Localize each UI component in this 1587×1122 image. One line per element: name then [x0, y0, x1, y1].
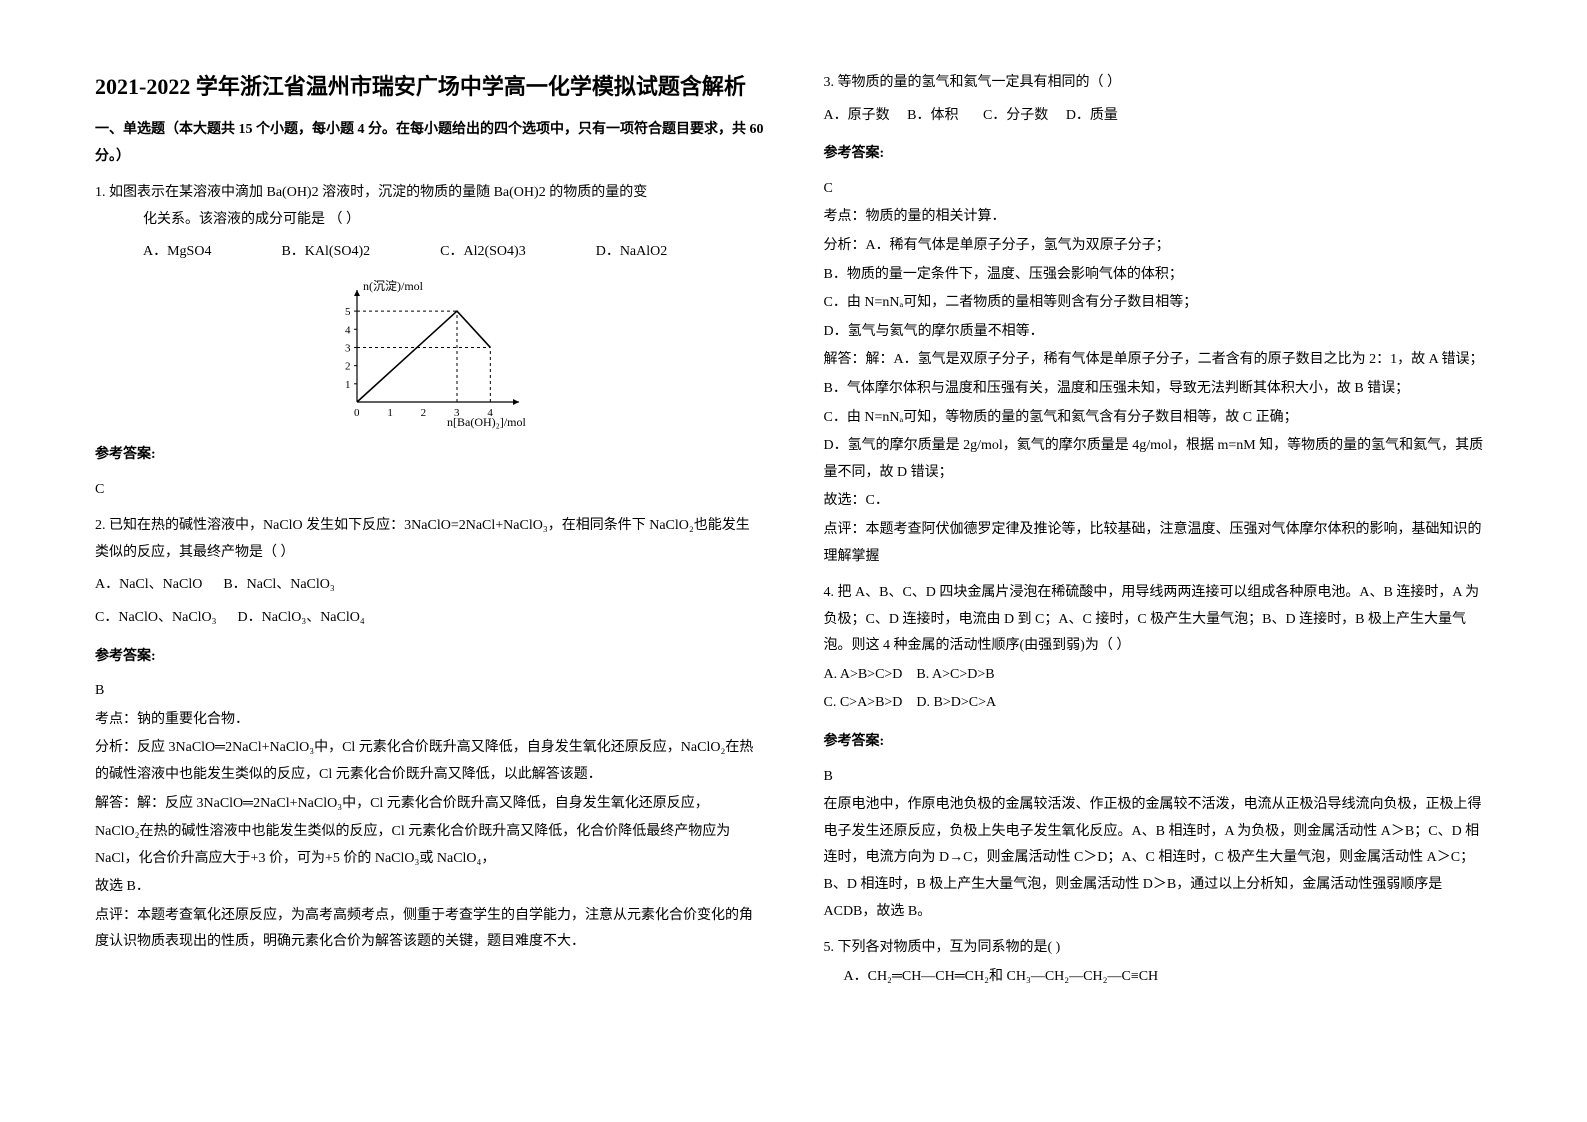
question-2: 2. 已知在热的碱性溶液中，NaClO 发生如下反应：3NaClO=2NaCl+… [95, 513, 764, 631]
q3-fx2: B．物质的量一定条件下，温度、压强会影响气体的体积； [824, 262, 1493, 289]
document-title: 2021-2022 学年浙江省温州市瑞安广场中学高一化学模拟试题含解析 [95, 70, 764, 103]
svg-text:1: 1 [345, 379, 351, 391]
svg-text:5: 5 [345, 306, 351, 318]
q1-answer: C [95, 477, 764, 504]
q3-optB: B．体积 [907, 108, 958, 123]
svg-text:4: 4 [345, 324, 351, 336]
question-5: 5. 下列各对物质中，互为同系物的是( ) A．CH₂═CH—CH═CH₂和 C… [824, 935, 1493, 990]
q1-stem2: 化关系。该溶液的成分可能是 （ ） [95, 207, 764, 234]
q4-answer: B [824, 764, 1493, 791]
q2-answer-label: 参考答案: [95, 644, 764, 671]
q3-optA: A．原子数 [824, 108, 890, 123]
svg-text:0: 0 [354, 407, 360, 419]
q2-fenxi: 分析：反应 3NaClO═2NaCl+NaClO₃中，Cl 元素化合价既升高又降… [95, 735, 764, 788]
q2-jieda3: 故选 B． [95, 874, 764, 901]
q3-fx3: C．由 N=nNₐ可知，二者物质的量相等则含有分子数目相等； [824, 290, 1493, 317]
q2-jieda1: 解答：解：反应 3NaClO═2NaCl+NaClO₃中，Cl 元素化合价既升高… [95, 791, 764, 818]
q4-stem: 4. 把 A、B、C、D 四块金属片浸泡在稀硫酸中，用导线两两连接可以组成各种原… [824, 580, 1493, 660]
section-heading: 一、单选题（本大题共 15 个小题，每小题 4 分。在每小题给出的四个选项中，只… [95, 117, 764, 170]
svg-text:3: 3 [345, 342, 351, 354]
q1-optA: A．MgSO4 [143, 239, 211, 266]
q4-optB: B. A>C>D>B [916, 667, 994, 682]
q1-chart: n(沉淀)/moln[Ba(OH)₂]/mol0123412345 [95, 280, 764, 430]
q3-stem: 3. 等物质的量的氢气和氦气一定具有相同的（ ） [824, 70, 1493, 97]
svg-text:n(沉淀)/mol: n(沉淀)/mol [363, 280, 424, 293]
left-column: 2021-2022 学年浙江省温州市瑞安广场中学高一化学模拟试题含解析 一、单选… [95, 70, 764, 1052]
q2-stem: 2. 已知在热的碱性溶液中，NaClO 发生如下反应：3NaClO=2NaCl+… [95, 513, 764, 566]
q2-jieda2: NaClO₂在热的碱性溶液中也能发生类似的反应，Cl 元素化合价既升高又降低，化… [95, 819, 764, 872]
question-4: 4. 把 A、B、C、D 四块金属片浸泡在稀硫酸中，用导线两两连接可以组成各种原… [824, 580, 1493, 717]
right-column: 3. 等物质的量的氢气和氦气一定具有相同的（ ） A．原子数 B．体积 C．分子… [824, 70, 1493, 1052]
q3-jdC: C．由 N=nNₐ可知，等物质的量的氢气和氦气含有分子数目相等，故 C 正确； [824, 405, 1493, 432]
q2-answer: B [95, 678, 764, 705]
q1-stem: 1. 如图表示在某溶液中滴加 Ba(OH)2 溶液时，沉淀的物质的量随 Ba(O… [95, 180, 764, 207]
q3-pick: 故选：C． [824, 488, 1493, 515]
q3-jdA: 解答：解：A．氢气是双原子分子，稀有气体是单原子分子，二者含有的原子数目之比为 … [824, 347, 1493, 374]
q4-optD: D. B>D>C>A [916, 695, 996, 710]
q1-optB: B．KAl(SO4)2 [281, 239, 370, 266]
q3-jdD: D．氢气的摩尔质量是 2g/mol，氦气的摩尔质量是 4g/mol，根据 m=n… [824, 433, 1493, 486]
q3-dianping: 点评：本题考查阿伏伽德罗定律及推论等，比较基础，注意温度、压强对气体摩尔体积的影… [824, 517, 1493, 570]
q4-answer-label: 参考答案: [824, 729, 1493, 756]
svg-text:3: 3 [454, 407, 460, 419]
svg-text:1: 1 [388, 407, 394, 419]
q1-optC: C．Al2(SO4)3 [440, 239, 526, 266]
q3-options: A．原子数 B．体积 C．分子数 D．质量 [824, 103, 1493, 130]
q4-optA: A. A>B>C>D [824, 667, 903, 682]
question-1: 1. 如图表示在某溶液中滴加 Ba(OH)2 溶液时，沉淀的物质的量随 Ba(O… [95, 180, 764, 266]
q4-options-row1: A. A>B>C>D B. A>C>D>B [824, 662, 1493, 689]
q2-dianping: 点评：本题考查氧化还原反应，为高考高频考点，侧重于考查学生的自学能力，注意从元素… [95, 903, 764, 956]
q4-options-row2: C. C>A>B>D D. B>D>C>A [824, 690, 1493, 717]
q1-optD: D．NaAlO2 [596, 239, 668, 266]
svg-text:4: 4 [488, 407, 494, 419]
question-3: 3. 等物质的量的氢气和氦气一定具有相同的（ ） A．原子数 B．体积 C．分子… [824, 70, 1493, 129]
q3-fx4: D．氢气与氦气的摩尔质量不相等． [824, 319, 1493, 346]
q2-optA: A．NaCl、NaClO [95, 577, 202, 592]
q2-kaodian: 考点：钠的重要化合物． [95, 707, 764, 734]
q1-options: A．MgSO4 B．KAl(SO4)2 C．Al2(SO4)3 D．NaAlO2 [95, 239, 764, 266]
q4-optC: C. C>A>B>D [824, 695, 903, 710]
svg-text:2: 2 [345, 361, 351, 373]
q4-expl: 在原电池中，作原电池负极的金属较活泼、作正极的金属较不活泼，电流从正极沿导线流向… [824, 792, 1493, 925]
q3-fx1: 分析：A．稀有气体是单原子分子，氢气为双原子分子； [824, 233, 1493, 260]
q3-jdB: B．气体摩尔体积与温度和压强有关，温度和压强未知，导致无法判断其体积大小，故 B… [824, 376, 1493, 403]
q5-stem: 5. 下列各对物质中，互为同系物的是( ) [824, 935, 1493, 962]
q2-optB: B．NaCl、NaClO₃ [223, 577, 334, 592]
q2-options-row2: C．NaClO、NaClO₃ D．NaClO₃、NaClO₄ [95, 605, 764, 632]
q2-options-row1: A．NaCl、NaClO B．NaCl、NaClO₃ [95, 572, 764, 599]
svg-text:2: 2 [421, 407, 427, 419]
q3-answer-label: 参考答案: [824, 141, 1493, 168]
q3-optD: D．质量 [1066, 108, 1118, 123]
q5-optA: A．CH₂═CH—CH═CH₂和 CH₃—CH₂—CH₂—C≡CH [824, 964, 1493, 991]
q3-answer: C [824, 176, 1493, 203]
q3-kaodian: 考点：物质的量的相关计算． [824, 204, 1493, 231]
q1-answer-label: 参考答案: [95, 442, 764, 469]
q3-optC: C．分子数 [983, 108, 1048, 123]
q2-optD: D．NaClO₃、NaClO₄ [238, 610, 365, 625]
q2-optC: C．NaClO、NaClO₃ [95, 610, 217, 625]
